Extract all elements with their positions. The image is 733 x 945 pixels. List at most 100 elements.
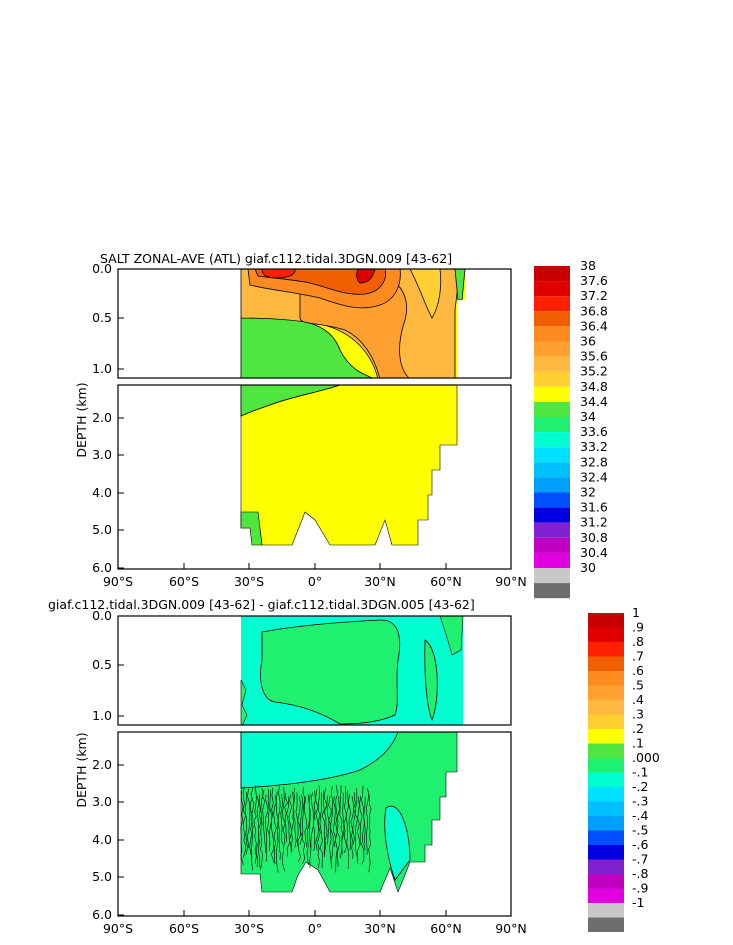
salt-colorbar-label: 32.4 (580, 469, 608, 484)
difference-colorbar-swatch (588, 830, 624, 845)
salt-xtick-label: 60°S (169, 574, 199, 589)
difference-colorbar-swatch (588, 772, 624, 787)
salt-panel: SALT ZONAL-AVE (ATL) giaf.c112.tidal.3DG… (74, 251, 608, 599)
salt-colorbar-swatch (534, 326, 570, 342)
salt-colorbar-label: 37.2 (580, 288, 608, 303)
salt-colorbar-label: 36.4 (580, 318, 608, 333)
salt-colorbar-label: 36 (580, 334, 596, 349)
salt-colorbar-swatch (534, 266, 570, 282)
salt-colorbar: 3837.637.236.836.43635.635.234.834.43433… (534, 258, 608, 599)
salt-colorbar-label: 33.6 (580, 424, 608, 439)
salt-colorbar-swatch (534, 281, 570, 297)
difference-ytick-label: 5.0 (92, 869, 112, 884)
diff-region-arctic (439, 616, 464, 656)
difference-colorbar-swatch (588, 700, 624, 715)
salt-colorbar-swatch (534, 462, 570, 478)
difference-colorbar-swatch (588, 627, 624, 642)
salt-land-north (458, 300, 465, 378)
difference-colorbar-label: -1 (632, 895, 644, 910)
difference-colorbar-label: .000 (632, 750, 660, 765)
difference-colorbar-swatch (588, 743, 624, 758)
difference-ytick-label: 0.0 (92, 608, 112, 623)
difference-colorbar-label: -.2 (632, 779, 648, 794)
difference-ytick-label: 1.0 (92, 708, 112, 723)
difference-ytick-label: 2.0 (92, 757, 112, 772)
salt-colorbar-swatch (534, 432, 570, 448)
difference-colorbar-label: -.9 (632, 881, 648, 896)
difference-xtick-label: 0° (308, 921, 322, 936)
salt-colorbar-label: 34.4 (580, 394, 608, 409)
salt-colorbar-swatch (534, 568, 570, 584)
salt-xtick-label: 0° (308, 574, 322, 589)
difference-xtick-label: 60°S (169, 921, 199, 936)
difference-panel: giaf.c112.tidal.3DGN.009 [43-62] - giaf.… (48, 597, 660, 936)
salt-ytick-label: 1.0 (92, 361, 112, 376)
difference-colorbar-swatch (588, 758, 624, 773)
diff-region-pos-north (424, 639, 438, 722)
salt-xtick-label: 90°S (103, 574, 133, 589)
difference-colorbar-swatch (588, 642, 624, 657)
difference-colorbar-label: .6 (632, 663, 644, 678)
salt-colorbar-swatch (534, 401, 570, 417)
salt-colorbar-label: 35.2 (580, 364, 608, 379)
difference-ytick-label: 3.0 (92, 794, 112, 809)
difference-colorbar-label: -.6 (632, 837, 648, 852)
difference-colorbar: 1.9.8.7.6.5.4.3.2.1.000-.1-.2-.3-.4-.5-.… (588, 605, 660, 932)
difference-colorbar-swatch (588, 917, 624, 932)
difference-colorbar-label: .3 (632, 707, 644, 722)
difference-xtick-label: 30°N (364, 921, 396, 936)
salt-x-ticks (117, 563, 512, 569)
difference-y-tick-labels: 0.0 0.5 1.0 2.0 3.0 4.0 5.0 6.0 (92, 608, 112, 922)
difference-colorbar-swatch (588, 801, 624, 816)
diff-noise-path (240, 785, 372, 873)
salt-region-37.2-west (261, 269, 296, 279)
salt-ytick-label: 0.5 (92, 310, 112, 325)
difference-lower-field (240, 732, 458, 893)
difference-xtick-label: 90°S (103, 921, 133, 936)
salt-upper-field (240, 269, 466, 378)
salt-colorbar-swatch (534, 386, 570, 402)
salt-colorbar-label: 31.6 (580, 500, 608, 515)
salt-xtick-label: 90°N (495, 574, 527, 589)
salt-x-tick-labels: 90°S 60°S 30°S 0° 30°N 60°N 90°N (103, 574, 527, 589)
salt-region-37.6 (356, 269, 376, 284)
diff-region-deep-neg-north (384, 805, 411, 881)
difference-ytick-label: 6.0 (92, 907, 112, 922)
salt-colorbar-swatch (534, 356, 570, 372)
salt-region-34.4-deep (240, 385, 341, 417)
diff-region-south-edge (240, 679, 248, 725)
difference-xtick-label: 90°N (495, 921, 527, 936)
salt-ytick-label: 6.0 (92, 560, 112, 575)
salt-colorbar-swatch (534, 522, 570, 538)
difference-ytick-label: 4.0 (92, 832, 112, 847)
difference-y-axis-label: DEPTH (km) (74, 732, 89, 807)
salt-lower-field (240, 385, 458, 546)
salt-ytick-label: 4.0 (92, 485, 112, 500)
difference-y-ticks (118, 615, 124, 916)
difference-colorbar-label: -.3 (632, 794, 648, 809)
salt-colorbar-label: 35.6 (580, 349, 608, 364)
salt-region-35.2 (409, 269, 442, 319)
salt-colorbar-swatch (534, 447, 570, 463)
salt-colorbar-swatch (534, 311, 570, 327)
difference-xtick-label: 30°S (234, 921, 264, 936)
diff-region-pos-0.0 (260, 619, 401, 725)
salt-xtick-label: 30°S (234, 574, 264, 589)
difference-x-ticks (117, 910, 512, 916)
difference-colorbar-swatch (588, 613, 624, 628)
difference-colorbar-swatch (588, 845, 624, 860)
salt-xtick-label: 30°N (364, 574, 396, 589)
salt-colorbar-swatch (534, 507, 570, 523)
salt-xtick-label: 60°N (430, 574, 462, 589)
difference-colorbar-swatch (588, 859, 624, 874)
salt-colorbar-swatch (534, 417, 570, 433)
salt-colorbar-swatch (534, 492, 570, 508)
salt-colorbar-label: 33.2 (580, 439, 608, 454)
salt-region-34.4-floor (240, 511, 263, 546)
difference-colorbar-swatch (588, 656, 624, 671)
salt-ytick-label: 3.0 (92, 447, 112, 462)
salt-colorbar-label: 32.8 (580, 454, 608, 469)
difference-colorbar-label: -.8 (632, 866, 648, 881)
